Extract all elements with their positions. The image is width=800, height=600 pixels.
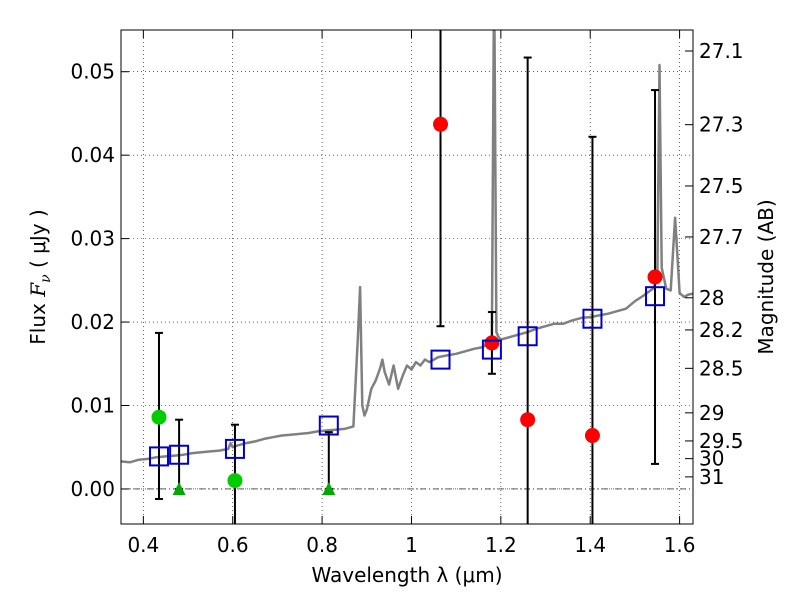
- mag-tick-label: 29: [699, 401, 724, 425]
- mag-tick-label: 27.5: [699, 174, 744, 198]
- mag-tick-label: 30: [699, 447, 724, 471]
- model-photometry-square: [582, 308, 603, 329]
- model-photometry-square: [481, 339, 502, 360]
- model-photometry-square: [224, 438, 245, 459]
- mag-tick-label: 31: [699, 465, 724, 489]
- y-tick-label: 0.05: [70, 60, 115, 84]
- x-tick-label: 1.2: [485, 533, 517, 557]
- model-photometry-square: [169, 444, 190, 465]
- y2-axis-label: Magnitude (AB): [754, 199, 778, 354]
- x-tick-label: 1: [405, 533, 418, 557]
- x-tick-label: 0.6: [217, 533, 249, 557]
- green-data-point: [227, 473, 243, 489]
- model-photometry-square: [318, 415, 339, 436]
- mag-tick-label: 28.2: [699, 318, 744, 342]
- green-data-point: [151, 409, 167, 425]
- red-data-point: [484, 335, 500, 351]
- grid: [121, 30, 693, 524]
- axis-tick-labels: 0.4 0.6 0.8 1 1.2 1.4 1.6 0.00 0.01 0.02 0.03 0.04 0…: [70, 39, 743, 557]
- upper-limit-marker: [322, 481, 336, 495]
- mag-tick-label: 27.1: [699, 39, 744, 63]
- model-photometry-square: [517, 326, 538, 347]
- mag-tick-label: 29.5: [699, 429, 744, 453]
- x-tick-label: 1.4: [574, 533, 606, 557]
- red-data-point: [433, 116, 449, 132]
- y-tick-label: 0.02: [70, 310, 115, 334]
- mag-tick-label: 27.7: [699, 225, 744, 249]
- red-data-point: [647, 269, 663, 285]
- x-tick-label: 1.6: [664, 533, 696, 557]
- x-axis-label: Wavelength λ (μm): [311, 563, 502, 587]
- mag-tick-label: 28: [699, 286, 724, 310]
- model-sed-line: [121, 30, 693, 464]
- y-axis-label: Flux Fν ( μJy ): [26, 209, 54, 344]
- mag-tick-label: 27.3: [699, 113, 744, 137]
- x-tick-label: 0.4: [127, 533, 159, 557]
- y-tick-label: 0.01: [70, 394, 115, 418]
- model-photometry-square: [148, 446, 169, 467]
- axis-ticks: [121, 30, 693, 524]
- red-data-point: [584, 428, 600, 444]
- upper-limit-marker: [172, 481, 186, 495]
- plot-frame: [120, 29, 694, 525]
- model-photometry-square: [645, 286, 666, 307]
- mag-tick-label: 28.5: [699, 356, 744, 380]
- y-tick-label: 0.04: [70, 143, 115, 167]
- red-data-point: [520, 412, 536, 428]
- y-tick-label: 0.03: [70, 227, 115, 251]
- x-tick-label: 0.8: [306, 533, 338, 557]
- model-photometry-square: [430, 349, 451, 370]
- plot-area: [121, 30, 693, 524]
- y-tick-label: 0.00: [70, 477, 115, 501]
